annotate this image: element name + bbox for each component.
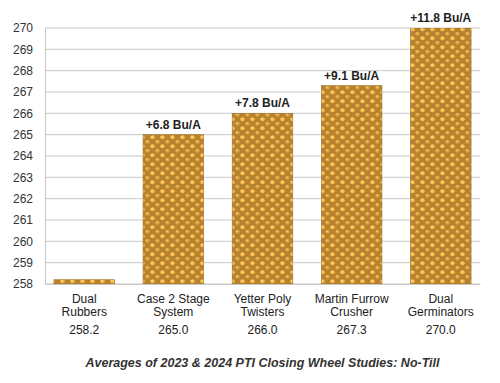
x-axis: DualRubbers Case 2 StageSystem Yetter Poly…	[46, 284, 481, 319]
y-tick: 268	[13, 64, 45, 78]
y-tick-label: 270	[13, 21, 33, 35]
y-tick: 265	[13, 128, 45, 142]
annotations: +6.8 Bu/A +7.8 Bu/A +9.1 Bu/A +11.8 Bu/A	[146, 11, 472, 132]
y-tick-label: 262	[13, 192, 33, 206]
bar	[410, 28, 471, 284]
y-tick: 264	[13, 149, 45, 163]
y-tick: 262	[13, 192, 45, 206]
grid	[45, 28, 480, 284]
y-tick: 258	[13, 277, 45, 291]
x-tick: Case 2 StageSystem	[137, 284, 210, 319]
bar	[54, 280, 115, 284]
bar	[143, 135, 204, 284]
y-tick: 261	[13, 213, 45, 227]
x-tick-label: Yetter PolyTwisters	[234, 292, 292, 320]
data-label: 266.0	[247, 323, 277, 337]
data-labels: 258.2 265.0 266.0 267.3 270.0	[69, 323, 456, 337]
y-tick-label: 260	[13, 235, 33, 249]
x-tick: Martin FurrowCrusher	[315, 284, 389, 319]
bar	[232, 113, 293, 284]
y-tick-label: 258	[13, 277, 33, 291]
data-label: 267.3	[337, 323, 367, 337]
y-tick: 263	[13, 171, 45, 185]
y-axis-line	[45, 29, 46, 285]
x-tick-label: DualGerminators	[408, 292, 474, 320]
x-tick: Yetter PolyTwisters	[234, 284, 292, 319]
y-axis: 258 259 260 261 262 263 264 265 266 267 268 269 270	[13, 21, 46, 291]
data-label: 258.2	[69, 323, 99, 337]
y-tick-label: 261	[13, 213, 33, 227]
annotation: +6.8 Bu/A	[146, 118, 201, 132]
y-tick: 267	[13, 85, 45, 99]
x-axis-line	[46, 284, 481, 285]
x-tick-label: Martin FurrowCrusher	[315, 292, 389, 320]
y-tick: 259	[13, 256, 45, 270]
y-tick-label: 267	[13, 85, 33, 99]
y-tick-label: 268	[13, 64, 33, 78]
caption: Averages of 2023 & 2024 PTI Closing Whee…	[84, 356, 440, 370]
x-tick: DualGerminators	[408, 284, 474, 319]
data-label: 270.0	[426, 323, 456, 337]
y-tick: 260	[13, 235, 45, 249]
bar	[321, 86, 382, 284]
x-tick-label: Case 2 StageSystem	[137, 292, 210, 320]
annotation: +9.1 Bu/A	[324, 69, 379, 83]
y-tick-label: 266	[13, 107, 33, 121]
y-tick-label: 265	[13, 128, 33, 142]
x-tick: DualRubbers	[62, 284, 107, 319]
y-tick: 269	[13, 43, 45, 57]
bars	[54, 28, 471, 284]
y-tick-label: 263	[13, 171, 33, 185]
y-tick: 266	[13, 107, 45, 121]
annotation: +7.8 Bu/A	[235, 96, 290, 110]
y-tick-label: 269	[13, 43, 33, 57]
data-label: 265.0	[158, 323, 188, 337]
x-tick-label: DualRubbers	[62, 292, 107, 320]
y-tick-label: 259	[13, 256, 33, 270]
annotation: +11.8 Bu/A	[410, 11, 471, 25]
y-tick-label: 264	[13, 149, 33, 163]
y-tick: 270	[13, 21, 45, 35]
